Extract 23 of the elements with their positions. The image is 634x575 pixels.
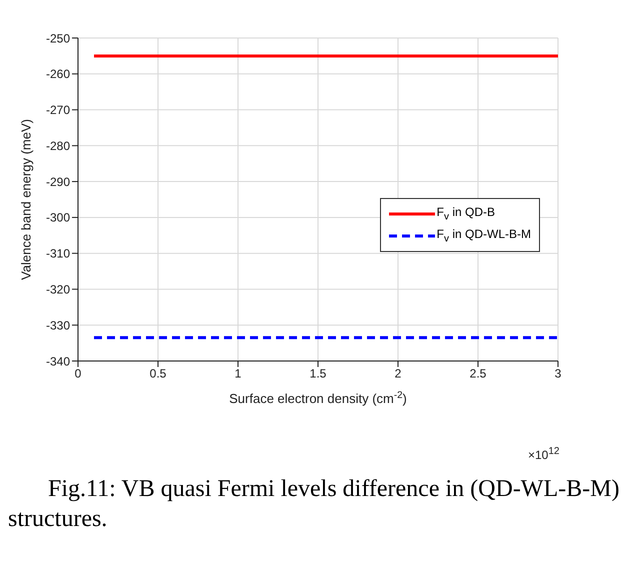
x-tick-label: 1 <box>234 366 242 381</box>
y-tick-label: -330 <box>46 318 70 332</box>
x-tick-label: 0 <box>74 366 82 381</box>
text: ×10$^{12}$ <box>528 446 560 462</box>
x-tick-label: 2 <box>394 366 402 381</box>
x-tick-label: 3 <box>554 366 562 381</box>
y-tick-label: -340 <box>46 354 70 368</box>
x-tick-label: 1.5 <box>310 366 327 381</box>
legend-label: F$_{v}$ in QD-WL-B-M <box>436 227 531 245</box>
legend-label: F$_{v}$ in QD-B <box>436 205 496 223</box>
x-tick-label: 2.5 <box>470 366 487 381</box>
x-axis-title: Surface electron density (cm$^{-2}$) <box>229 390 407 406</box>
y-tick-label: -290 <box>46 174 70 189</box>
y-tick-label: -270 <box>46 103 70 118</box>
y-tick-label: -300 <box>46 210 70 225</box>
y-tick-label: -310 <box>46 246 70 261</box>
y-tick-label: -250 <box>46 31 70 46</box>
y-tick-label: -320 <box>46 282 70 296</box>
y-tick-label: -280 <box>46 138 70 153</box>
x-tick-label: 0.5 <box>150 366 167 381</box>
y-tick-label: -260 <box>46 67 70 82</box>
y-axis-title: Valence band energy (meV) <box>18 119 34 280</box>
caption: Fig.11: VB quasi Fermi levels difference in (QD-WL-B-M) structures. <box>8 475 620 534</box>
